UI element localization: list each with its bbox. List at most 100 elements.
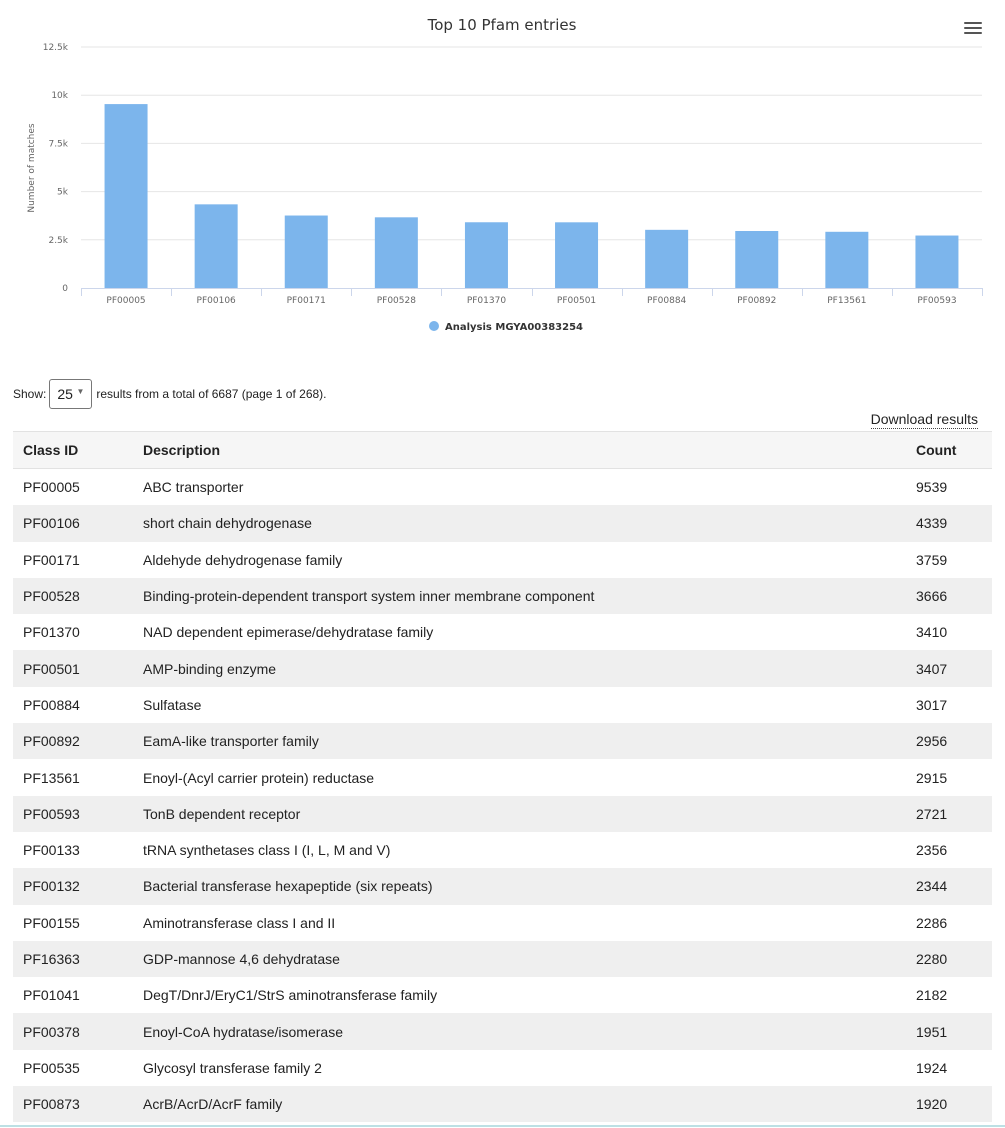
y-tick-label: 2.5k <box>48 236 68 246</box>
cell-description: Enoyl-CoA hydratase/isomerase <box>143 1023 343 1040</box>
cell-count: 2915 <box>916 769 948 786</box>
x-tick-label: PF00501 <box>557 296 596 306</box>
cell-description: tRNA synthetases class I (I, L, M and V) <box>143 842 391 859</box>
cell-class-id: PF00378 <box>23 1023 80 1040</box>
cell-count: 2182 <box>916 987 948 1004</box>
cell-count: 2956 <box>916 733 948 750</box>
bottom-divider <box>0 1125 1005 1127</box>
header-class-id[interactable]: Class ID <box>23 442 79 458</box>
table-row: PF00892 EamA-like transporter family 2956 <box>13 723 992 760</box>
table-row: PF00873 AcrB/AcrD/AcrF family 1920 <box>13 1086 992 1123</box>
chart-title: Top 10 Pfam entries <box>427 16 577 34</box>
cell-count: 2286 <box>916 914 948 931</box>
cell-description: short chain dehydrogenase <box>143 515 312 532</box>
cell-description: Binding-protein-dependent transport syst… <box>143 588 595 605</box>
cell-description: Aminotransferase class I and II <box>143 914 336 931</box>
cell-count: 4339 <box>916 515 948 532</box>
cell-class-id: PF00501 <box>23 660 80 677</box>
page-size-control: Show: 25 ▼ results from a total of 6687 … <box>13 378 327 410</box>
cell-class-id: PF00133 <box>23 842 80 859</box>
cell-class-id: PF00892 <box>23 733 80 750</box>
results-summary: results from a total of 6687 (page 1 of … <box>96 387 327 401</box>
x-tick-label: PF00171 <box>287 296 326 306</box>
cell-class-id: PF00132 <box>23 878 80 895</box>
table-row: PF00884 Sulfatase 3017 <box>13 686 992 724</box>
y-tick-label: 10k <box>51 91 68 101</box>
cell-count: 3017 <box>916 696 948 713</box>
chart-menu-icon[interactable] <box>962 18 984 38</box>
cell-count: 3407 <box>916 660 948 677</box>
cell-class-id: PF16363 <box>23 951 80 967</box>
table-row: PF00005 ABC transporter 9539 <box>13 468 992 506</box>
cell-class-id: PF00171 <box>23 551 80 568</box>
cell-class-id: PF00884 <box>23 696 80 713</box>
chart-canvas: Top 10 Pfam entries 0 2.5k 5k 7.5k 10k 12.5k Nu… <box>27 16 983 333</box>
cell-count: 2356 <box>916 842 948 859</box>
cell-class-id: PF00873 <box>23 1096 80 1113</box>
y-tick-label: 5k <box>57 188 69 198</box>
table-row: PF00593 TonB dependent receptor 2721 <box>13 795 992 832</box>
x-tick-label: PF00005 <box>106 296 145 306</box>
table-header-row: Class ID Description Count <box>13 431 992 469</box>
bar <box>284 215 328 288</box>
header-description[interactable]: Description <box>143 442 221 458</box>
x-tick-label: PF01370 <box>467 296 507 306</box>
cell-count: 3666 <box>916 588 948 605</box>
cell-class-id: PF00593 <box>23 805 80 822</box>
bar-chart: Top 10 Pfam entries 0 2.5k 5k 7.5k 10k 12.5k Nu… <box>0 0 1005 348</box>
bar <box>194 204 238 288</box>
cell-class-id: PF00535 <box>23 1059 80 1076</box>
cell-class-id: PF13561 <box>23 769 80 786</box>
cell-class-id: PF00005 <box>23 479 80 496</box>
cell-count: 1920 <box>916 1096 948 1113</box>
x-tick-label: PF00593 <box>917 296 956 306</box>
x-tick-label: PF00528 <box>377 296 417 306</box>
table-row: PF00501 AMP-binding enzyme 3407 <box>13 650 992 687</box>
table-row: PF01370 NAD dependent epimerase/dehydrata… <box>13 614 992 651</box>
y-tick-label: 7.5k <box>48 139 68 149</box>
cell-description: EamA-like transporter family <box>143 733 319 750</box>
y-tick-label: 0 <box>62 284 68 294</box>
header-count[interactable]: Count <box>916 442 957 458</box>
y-tick-label: 12.5k <box>43 43 69 53</box>
table-body: PF00005 ABC transporter 9539 PF00106 short c… <box>13 468 992 1123</box>
cell-description: ABC transporter <box>143 479 244 496</box>
x-tick-label: PF00106 <box>197 296 237 306</box>
legend-marker <box>429 321 439 331</box>
x-tick-label: PF00892 <box>737 296 776 306</box>
cell-class-id: PF01041 <box>23 987 80 1004</box>
cell-description: AMP-binding enzyme <box>143 660 277 677</box>
cell-count: 2721 <box>916 805 948 822</box>
cell-count: 3759 <box>916 551 948 568</box>
cell-description: DegT/DnrJ/EryC1/StrS aminotransferase fa… <box>143 987 438 1004</box>
table-row: PF00535 Glycosyl transferase family 2 1924 <box>13 1049 992 1087</box>
cell-description: GDP-mannose 4,6 dehydratase <box>143 951 340 967</box>
cell-class-id: PF00528 <box>23 588 80 605</box>
cell-count: 3410 <box>916 624 948 641</box>
x-tick-label: PF13561 <box>827 296 866 306</box>
table-row: PF16363 GDP-mannose 4,6 dehydratase 2280 <box>13 940 992 978</box>
download-results-link[interactable]: Download results <box>870 411 978 429</box>
cell-count: 1924 <box>916 1059 948 1076</box>
page-size-select[interactable]: 25 ▼ <box>49 379 93 409</box>
cell-description: AcrB/AcrD/AcrF family <box>143 1096 283 1113</box>
bar <box>555 222 599 288</box>
chevron-down-icon: ▼ <box>76 387 85 396</box>
table-row: PF00378 Enoyl-CoA hydratase/isomerase 1951 <box>13 1013 992 1050</box>
bar <box>735 231 779 288</box>
bar <box>915 235 959 288</box>
cell-description: TonB dependent receptor <box>143 805 301 822</box>
cell-count: 2280 <box>916 951 948 967</box>
cell-description: NAD dependent epimerase/dehydratase fami… <box>143 624 434 641</box>
cell-class-id: PF00155 <box>23 914 80 931</box>
table-row: PF00528 Binding-protein-dependent transpo… <box>13 577 992 615</box>
cell-description: Sulfatase <box>143 696 202 713</box>
x-tick-label: PF00884 <box>647 296 687 306</box>
bar <box>645 229 689 288</box>
cell-count: 1951 <box>916 1023 948 1040</box>
table-row: PF00155 Aminotransferase class I and II 22… <box>13 904 992 941</box>
table-row: PF01041 DegT/DnrJ/EryC1/StrS aminotransfe… <box>13 977 992 1014</box>
page-size-value: 25 <box>57 386 73 402</box>
table-row: PF00106 short chain dehydrogenase 4339 <box>13 505 992 542</box>
table-row: PF00133 tRNA synthetases class I (I, L, M… <box>13 831 992 869</box>
